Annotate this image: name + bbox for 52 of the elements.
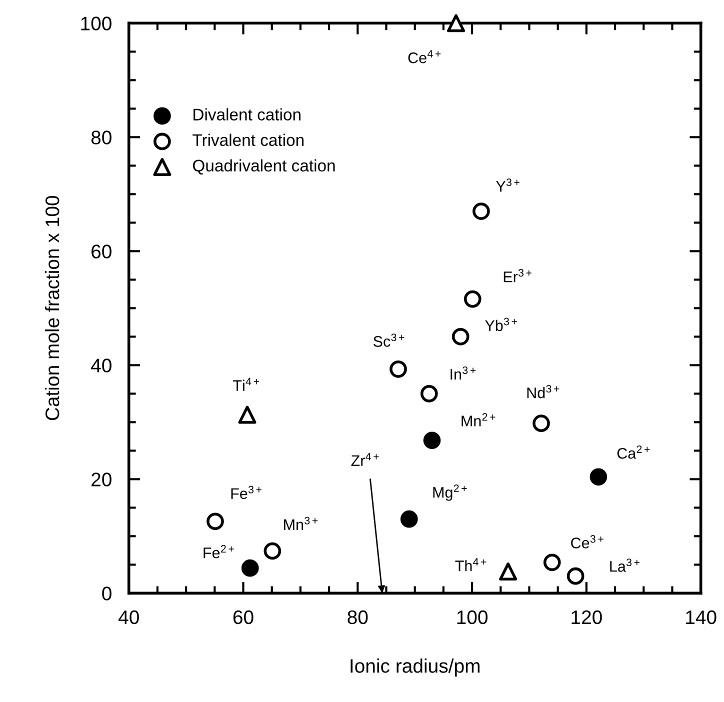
y-axis-title: Cation mole fraction x 100 <box>44 196 60 420</box>
x-tick-label: 120 <box>572 610 602 624</box>
point <box>206 512 224 530</box>
point <box>264 542 282 560</box>
point <box>499 562 518 581</box>
annotation: Mn$^{2+}$ <box>462 413 496 426</box>
x-tick-label: 100 <box>457 610 488 624</box>
x-tick-label: 60 <box>233 610 254 624</box>
point <box>238 406 256 424</box>
x-tick-label: 80 <box>348 610 368 624</box>
legend-label: Quadrivalent cation <box>192 159 335 175</box>
y-tick-label: 60 <box>92 244 112 258</box>
point <box>472 202 490 220</box>
annotation: Th$^{4+}$ <box>455 558 486 572</box>
point <box>452 328 470 346</box>
point <box>390 360 407 378</box>
point <box>400 510 418 528</box>
point <box>447 14 466 32</box>
y-tick-label: 20 <box>92 472 112 486</box>
annotation: Ti$^{4+}$ <box>233 378 259 391</box>
x-tick-label: 40 <box>118 610 139 624</box>
annotation: Mg$^{2+}$ <box>433 484 467 501</box>
annotation: Ca$^{2+}$ <box>617 445 650 459</box>
y-tick-label: 100 <box>81 16 112 30</box>
annotation: Ce$^{4+}$ <box>408 50 441 64</box>
y-tick-label: 0 <box>102 586 112 600</box>
annotation: Yb$^{3+}$ <box>485 318 517 332</box>
point <box>543 554 561 572</box>
x-tick-label: 140 <box>686 610 716 624</box>
point <box>464 290 482 308</box>
point <box>420 385 438 402</box>
annotation: Y$^{3+}$ <box>496 178 520 192</box>
annotation: Er$^{3+}$ <box>504 269 532 282</box>
point <box>423 432 441 450</box>
annotation: Nd$^{3+}$ <box>527 384 560 398</box>
point <box>566 567 584 585</box>
point <box>241 559 259 577</box>
annotation: Sc$^{3+}$ <box>374 334 404 347</box>
annotation: Zr$^{4+}$ <box>351 452 379 466</box>
legend-label: Divalent cation <box>194 108 300 120</box>
annotation: Ce$^{3+}$ <box>571 535 604 548</box>
y-tick-label: 40 <box>91 358 112 372</box>
annotation: Fe$^{2+}$ <box>204 545 234 558</box>
x-axis-title: Ionic radius/pm <box>350 658 480 677</box>
y-tick-label: 80 <box>91 130 112 144</box>
point <box>532 414 550 432</box>
annotation: In$^{3+}$ <box>450 366 476 380</box>
annotation: Mn$^{3+}$ <box>284 516 318 530</box>
annotation: La$^{3+}$ <box>610 558 640 572</box>
annotation: Fe$^{3+}$ <box>231 486 262 500</box>
point <box>590 468 608 486</box>
legend-label: Trivalent cation <box>192 134 304 146</box>
